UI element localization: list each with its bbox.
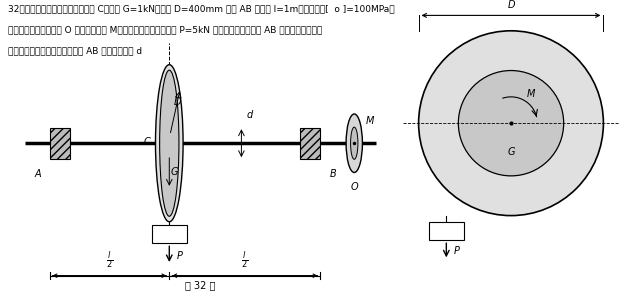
Text: G: G [507,147,515,157]
Bar [300,128,320,159]
Text: D: D [174,97,181,107]
Ellipse shape [155,65,183,222]
Text: O: O [350,182,358,192]
Text: 在不计自重的刚性手轮 O 上作用一力偶 M，使绞车匀速起吊重量为 P=5kN 的重物。试画出圆轴 AB 段的扭矩图和弯矩: 在不计自重的刚性手轮 O 上作用一力偶 M，使绞车匀速起吊重量为 P=5kN 的… [8,25,322,34]
Bar [429,222,463,240]
Text: B: B [330,169,336,179]
Text: P: P [454,246,460,256]
Ellipse shape [419,31,603,216]
Ellipse shape [350,127,358,159]
Text: $\frac{l}{2}$: $\frac{l}{2}$ [241,249,248,270]
Text: G: G [171,167,178,177]
Text: 32．如图所示手摇绞车，刚性绞轮 C的重量 G=1kN，直径 D=400mm 圆轴 AB 的长度 l=1m，许用应力[  o ]=100MPa。: 32．如图所示手摇绞车，刚性绞轮 C的重量 G=1kN，直径 D=400mm 圆… [8,5,394,14]
Ellipse shape [346,114,362,172]
Text: D: D [507,0,515,10]
Text: 题 32 图: 题 32 图 [186,280,216,290]
Text: A: A [35,169,41,179]
Text: M: M [527,89,535,99]
Ellipse shape [458,71,564,176]
Text: $\frac{l}{2}$: $\frac{l}{2}$ [106,249,113,270]
Text: M: M [366,116,374,126]
Ellipse shape [160,70,179,216]
Text: 图，并按第四强度理论确定圆轴 AB 段的最小直径 d: 图，并按第四强度理论确定圆轴 AB 段的最小直径 d [8,46,142,55]
Text: d: d [246,110,253,120]
Bar [152,225,187,243]
Text: C: C [144,137,150,147]
Bar [50,128,70,159]
Text: P: P [177,251,182,261]
